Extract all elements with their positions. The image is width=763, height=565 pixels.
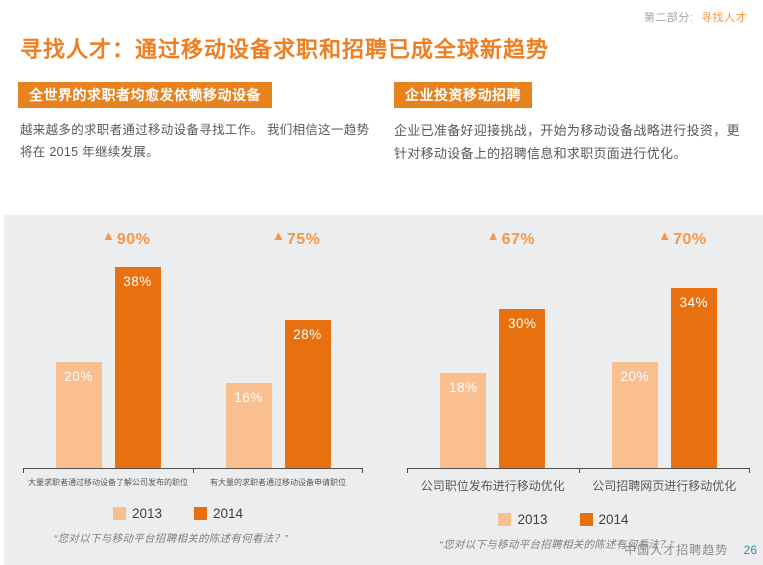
legend-swatch: [112, 507, 126, 520]
axis-tick: [407, 469, 408, 473]
bar-2013: 20%: [611, 362, 658, 468]
chart-footnote: “您对以下与移动平台招聘相关的陈述有何看法？”: [53, 533, 289, 545]
bar-2013: 16%: [225, 383, 272, 468]
slide-footer: 中国人才招聘趋势 26: [624, 541, 757, 558]
right-section-body: 企业已准备好迎接挑战，开始为移动设备战略进行投资，更针对移动设备上的招聘信息和求…: [394, 123, 740, 161]
growth-indicator: ▲ 70%: [658, 228, 707, 249]
growth-indicator: ▲ 90%: [102, 228, 151, 249]
growth-value-label: 90%: [116, 231, 151, 248]
legend: 2013 2014: [8, 506, 348, 521]
bar-value-label: 20%: [620, 369, 650, 384]
category-labels: 大量求职者通过移动设备了解公司发布的职位 有大量的求职者通过移动设备申请职位: [23, 477, 363, 488]
legend-item-2014: 2014: [194, 506, 243, 521]
chart-footnote: “您对以下与移动平台招聘相关的陈述有何看法？”: [439, 539, 674, 551]
section-tag: 第二部分: 寻找人才: [644, 9, 747, 25]
legend-item-2013: 2013: [112, 506, 162, 521]
left-section-heading: 全世界的求职者均愈发依赖移动设备: [18, 82, 272, 108]
legend-item-2014: 2014: [579, 512, 629, 527]
bar-value-label: 20%: [64, 369, 93, 384]
bar-group: ▲ 90% 20% 38%: [23, 215, 193, 468]
category-labels: 公司职位发布进行移动优化 公司招聘网页进行移动优化: [407, 477, 750, 494]
legend-label: 2014: [598, 512, 629, 527]
plot-area: ▲ 67% 18% 30% ▲ 70% 20% 34%: [407, 215, 750, 468]
plot-area: ▲ 90% 20% 38% ▲ 75% 16% 28%: [23, 215, 363, 468]
up-triangle-icon: ▲: [272, 228, 285, 243]
bar-value-label: 16%: [234, 390, 263, 405]
legend-swatch: [579, 513, 593, 526]
bar-2014: 30%: [499, 309, 546, 468]
bar-pair: 20% 34%: [611, 288, 717, 468]
footer-brand-text: 中国人才招聘趋势: [624, 543, 729, 557]
up-triangle-icon: ▲: [658, 228, 672, 243]
bar-value-label: 38%: [123, 274, 152, 289]
legend-label: 2013: [517, 512, 548, 527]
bar-2014: 34%: [670, 288, 717, 468]
left-section-body: 越来越多的求职者通过移动设备寻找工作。 我们相信这一趋势将在 2015 年继续发…: [20, 123, 370, 159]
right-section-heading: 企业投资移动招聘: [394, 82, 532, 108]
growth-value-label: 67%: [501, 231, 536, 248]
category-axis: [407, 468, 750, 474]
section-tag-prefix: 第二部分:: [643, 12, 694, 24]
axis-tick: [193, 469, 194, 473]
bar-value-label: 30%: [507, 316, 537, 331]
page-number: 26: [743, 543, 757, 557]
category-label: 有大量的求职者通过移动设备申请职位: [210, 478, 346, 487]
bar-2014: 38%: [114, 267, 161, 468]
axis-tick: [23, 469, 24, 473]
legend-swatch: [194, 507, 207, 520]
chart-panel: ▲ 90% 20% 38% ▲ 75% 16% 28% 大量求职者通过移动设备了解公司发布的职位…: [4, 215, 763, 565]
bar-2013: 20%: [55, 362, 102, 468]
category-label: 公司职位发布进行移动优化: [420, 479, 565, 493]
category-label: 大量求职者通过移动设备了解公司发布的职位: [28, 478, 188, 487]
page-title: 寻找人才：通过移动设备求职和招聘已成全球新趋势: [20, 37, 550, 62]
up-triangle-icon: ▲: [486, 228, 500, 243]
section-tag-name: 寻找人才: [701, 12, 747, 24]
category-label: 公司招聘网页进行移动优化: [592, 479, 737, 493]
growth-value-label: 70%: [673, 231, 707, 248]
bar-2014: 28%: [284, 320, 331, 468]
legend: 2013 2014: [392, 512, 735, 527]
bar-pair: 20% 38%: [55, 267, 161, 468]
bar-pair: 18% 30%: [440, 309, 546, 468]
legend-swatch: [498, 513, 512, 526]
bar-value-label: 18%: [448, 380, 478, 395]
bar-value-label: 34%: [679, 295, 709, 310]
axis-tick: [749, 469, 750, 473]
legend-label: 2013: [131, 506, 162, 521]
up-triangle-icon: ▲: [102, 228, 115, 243]
legend-item-2013: 2013: [498, 512, 548, 527]
bar-2013: 18%: [440, 373, 487, 468]
axis-tick: [362, 469, 363, 473]
axis-tick: [578, 469, 580, 473]
bar-group: ▲ 75% 16% 28%: [193, 215, 363, 468]
growth-indicator: ▲ 75%: [272, 228, 321, 249]
bar-value-label: 28%: [293, 327, 322, 342]
growth-value-label: 75%: [286, 231, 321, 248]
category-axis: [23, 468, 363, 474]
legend-label: 2014: [213, 506, 244, 521]
chart-company-mobile-optimization: ▲ 67% 18% 30% ▲ 70% 20% 34% 公司职位发布进行移动优化 公司招聘网页进行…: [407, 215, 750, 552]
bar-group: ▲ 70% 20% 34%: [579, 215, 751, 468]
bar-group: ▲ 67% 18% 30%: [407, 215, 579, 468]
growth-indicator: ▲ 67%: [486, 228, 536, 249]
chart-jobseeker-mobile: ▲ 90% 20% 38% ▲ 75% 16% 28% 大量求职者通过移动设备了解公司发布的职位…: [23, 215, 363, 546]
bar-pair: 16% 28%: [225, 320, 331, 468]
